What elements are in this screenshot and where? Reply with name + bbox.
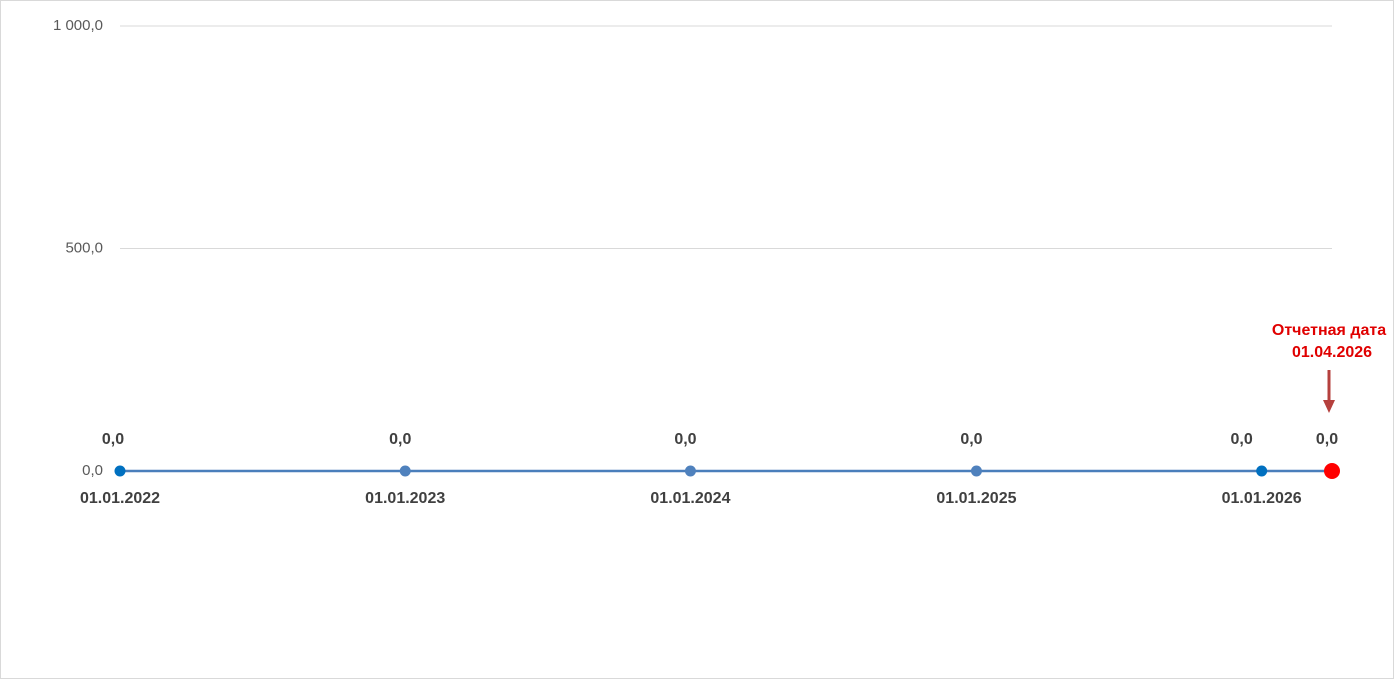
data-point bbox=[1256, 465, 1268, 477]
x-tick-label: 01.01.2026 bbox=[1222, 490, 1302, 507]
annotation-arrowhead bbox=[1323, 400, 1335, 413]
y-tick-label: 1 000,0 bbox=[53, 17, 103, 34]
data-point bbox=[1324, 463, 1340, 479]
data-point bbox=[684, 465, 696, 477]
data-label: 0,0 bbox=[1316, 431, 1338, 448]
x-tick-label: 01.01.2022 bbox=[80, 490, 160, 507]
data-point bbox=[970, 465, 982, 477]
data-label: 0,0 bbox=[102, 431, 124, 448]
data-label: 0,0 bbox=[674, 431, 696, 448]
data-label: 0,0 bbox=[960, 431, 982, 448]
y-tick-label: 0,0 bbox=[82, 462, 103, 479]
data-label: 0,0 bbox=[1231, 431, 1253, 448]
y-tick-label: 500,0 bbox=[65, 239, 103, 256]
annotation-text: Отчетная дата bbox=[1272, 322, 1386, 339]
annotation-date: 01.04.2026 bbox=[1292, 344, 1372, 361]
data-label: 0,0 bbox=[389, 431, 411, 448]
data-point bbox=[399, 465, 411, 477]
data-point bbox=[114, 465, 126, 477]
x-tick-label: 01.01.2023 bbox=[365, 490, 445, 507]
x-tick-label: 01.01.2025 bbox=[936, 490, 1016, 507]
x-tick-label: 01.01.2024 bbox=[650, 490, 730, 507]
